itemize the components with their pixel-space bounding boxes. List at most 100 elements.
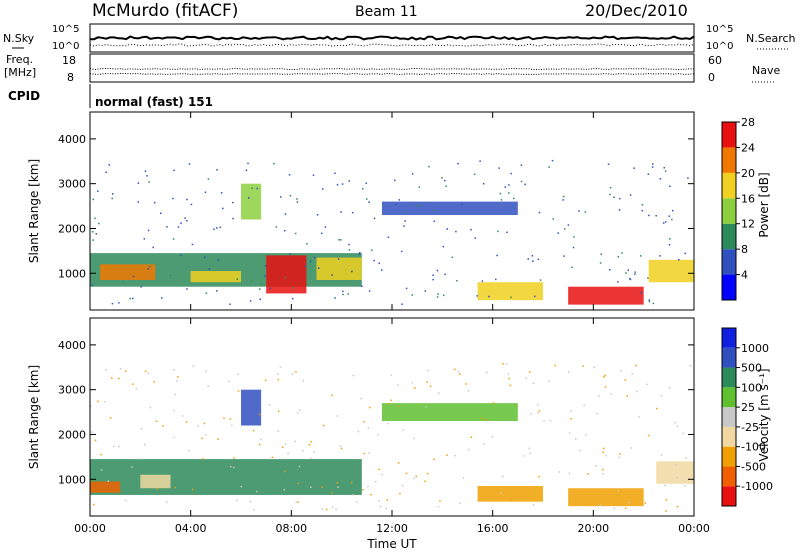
data-point: [190, 203, 193, 206]
data-point: [249, 500, 252, 503]
data-point: [570, 410, 573, 412]
data-point: [438, 392, 440, 394]
data-point: [617, 281, 619, 283]
data-point: [313, 256, 316, 259]
data-region: [477, 485, 543, 502]
data-point: [403, 225, 405, 227]
data-point: [215, 227, 218, 229]
data-point: [644, 502, 646, 504]
data-point: [275, 226, 278, 228]
colorbar-segment: [722, 198, 736, 224]
data-point: [308, 443, 311, 446]
data-point: [618, 456, 620, 459]
data-point: [173, 169, 175, 172]
freq-trace: [89, 67, 695, 71]
data-point: [144, 170, 147, 172]
data-point: [570, 417, 572, 420]
data-point: [532, 382, 535, 385]
data-point: [184, 217, 186, 219]
power-y-axis: 1000 2000 3000 4000: [58, 133, 694, 280]
data-point: [474, 237, 477, 239]
data-region: [90, 459, 362, 495]
data-point: [233, 466, 235, 469]
data-point: [625, 272, 627, 274]
data-point: [543, 420, 545, 422]
data-point: [433, 458, 435, 461]
data-point: [222, 207, 224, 210]
data-point: [104, 400, 106, 403]
data-point: [91, 230, 94, 233]
data-point: [220, 192, 223, 194]
data-point: [111, 193, 114, 195]
data-point: [446, 228, 448, 230]
data-point: [352, 374, 355, 377]
data-point: [620, 370, 622, 372]
data-point: [502, 475, 504, 478]
data-point: [174, 486, 176, 489]
data-point: [567, 371, 570, 373]
data-region: [568, 286, 644, 305]
data-point: [394, 179, 396, 182]
data-point: [260, 283, 262, 285]
data-point: [483, 443, 485, 445]
data-point: [100, 469, 103, 471]
data-point: [186, 288, 188, 290]
data-point: [95, 233, 98, 235]
data-point: [457, 162, 459, 165]
data-point: [638, 416, 640, 418]
data-point: [442, 294, 445, 297]
data-point: [124, 499, 127, 502]
data-point: [129, 297, 131, 300]
data-point: [118, 302, 120, 304]
data-point: [641, 209, 644, 212]
data-point: [160, 212, 162, 214]
data-point: [527, 258, 529, 260]
data-point: [652, 163, 654, 165]
data-point: [538, 211, 541, 214]
data-point: [510, 296, 512, 299]
data-point: [137, 201, 139, 203]
data-point: [348, 180, 350, 182]
data-point: [377, 433, 379, 436]
data-point: [233, 457, 235, 460]
data-point: [297, 411, 299, 414]
data-point: [191, 243, 194, 246]
data-region: [656, 461, 694, 484]
data-point: [143, 238, 146, 240]
data-point: [554, 364, 556, 367]
data-point: [607, 163, 610, 166]
data-point: [153, 201, 156, 204]
data-point: [317, 267, 320, 269]
data-point: [467, 448, 470, 451]
data-point: [240, 485, 243, 488]
data-point: [378, 468, 380, 471]
data-point: [453, 368, 456, 371]
data-point: [678, 258, 680, 261]
data-point: [411, 381, 414, 384]
data-point: [498, 167, 500, 169]
x-tick-label: 00:00: [678, 522, 710, 535]
data-point: [339, 239, 342, 241]
data-point: [357, 430, 360, 433]
data-point: [687, 177, 689, 179]
data-point: [415, 475, 417, 478]
data-point: [358, 253, 361, 256]
data-point: [321, 508, 323, 510]
data-point: [610, 393, 612, 395]
data-point: [525, 377, 528, 380]
data-point: [287, 452, 289, 455]
colorbar-tick-label: 100: [741, 381, 762, 394]
data-point: [617, 255, 620, 258]
data-point: [648, 434, 650, 437]
data-point: [445, 185, 447, 187]
data-point: [482, 182, 485, 185]
y-tick-label: 3000: [58, 178, 86, 191]
data-point: [651, 166, 654, 168]
data-point: [587, 473, 589, 475]
data-point: [324, 226, 327, 228]
data-point: [252, 429, 255, 432]
data-point: [470, 436, 473, 439]
data-point: [390, 374, 393, 377]
data-point: [355, 501, 358, 503]
data-point: [426, 381, 429, 383]
